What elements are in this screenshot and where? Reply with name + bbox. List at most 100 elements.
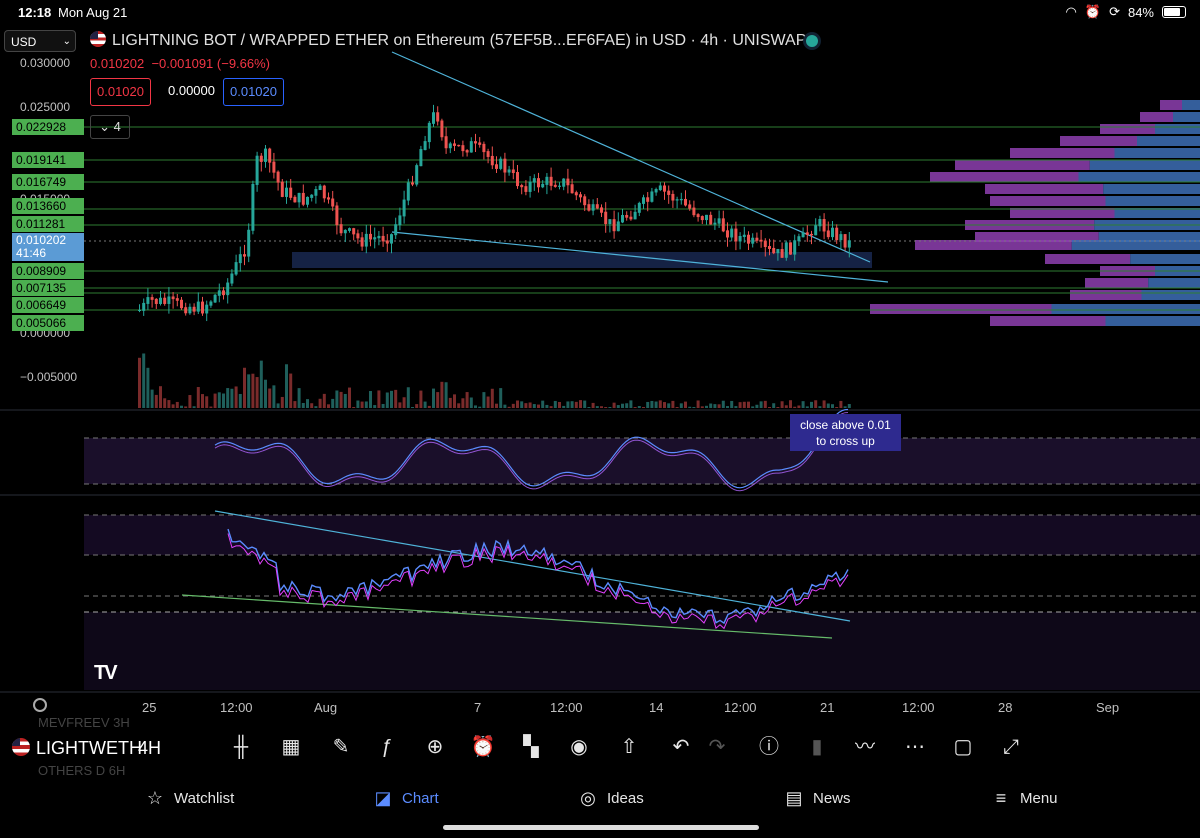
volume-bar: [457, 403, 461, 408]
menu-icon: ≡: [995, 788, 1007, 808]
volume-bar: [272, 385, 276, 408]
volume-bar: [159, 386, 162, 408]
candle-body: [763, 240, 767, 248]
time-tick: Sep: [1096, 700, 1120, 715]
candle-body: [453, 143, 456, 146]
buy-price-button[interactable]: 0.01020: [223, 78, 284, 106]
symbol-title[interactable]: LIGHTNING BOT / WRAPPED ETHER on Ethereu…: [90, 31, 806, 50]
osc-band-bottom: [84, 612, 1200, 690]
volume-bar: [247, 374, 251, 408]
nav-ideas[interactable]: ◎ Ideas: [577, 788, 644, 808]
volume-bar: [373, 405, 377, 408]
bars-icon[interactable]: ▮: [811, 736, 823, 758]
plus-icon[interactable]: ⊕: [426, 736, 444, 758]
volume-bar: [742, 401, 746, 408]
candle-body: [532, 178, 536, 183]
volume-bar: [549, 406, 553, 408]
level-label: 0.016749: [12, 174, 84, 190]
volume-bar: [772, 403, 776, 408]
layout-icon[interactable]: ▚: [523, 736, 539, 758]
redo-icon[interactable]: ↷: [708, 736, 726, 758]
candle-body: [247, 229, 251, 257]
volume-bar: [280, 396, 284, 408]
candle-body: [713, 222, 717, 225]
compare-icon[interactable]: 〰: [855, 736, 875, 758]
vp-row: [1098, 232, 1200, 242]
time-tick: 12:00: [724, 700, 757, 715]
trendline-upper[interactable]: [391, 51, 871, 263]
candle-body: [444, 136, 448, 149]
nav-label: Ideas: [607, 789, 644, 807]
osc-trendline-upper[interactable]: [214, 510, 851, 622]
status-right: ◠ ⏰ ⟳ 84%: [1066, 4, 1186, 20]
candle-body: [847, 240, 851, 248]
interval-button[interactable]: 4H: [138, 738, 162, 758]
candle-body: [318, 185, 322, 191]
volume-bar: [217, 392, 221, 408]
clock: 12:18: [18, 5, 52, 20]
candle-body: [587, 204, 591, 211]
candle-body: [411, 182, 414, 185]
volume-bar: [747, 401, 750, 408]
volume-bar: [448, 397, 452, 408]
candle-body: [175, 298, 179, 301]
candle-body: [192, 306, 196, 312]
vp-row: [1173, 112, 1200, 122]
time-tick: 12:00: [220, 700, 253, 715]
candle-body: [385, 240, 389, 244]
symbol-button[interactable]: LIGHTWETH: [12, 738, 142, 759]
chart-note[interactable]: close above 0.01 to cross up: [790, 414, 901, 451]
draw-icon[interactable]: ✎: [332, 736, 350, 758]
nav-news[interactable]: ▤ News: [783, 788, 850, 808]
candle-body: [621, 215, 624, 223]
vp-row: [870, 304, 1052, 314]
candle-body: [751, 237, 755, 244]
level-label: 0.006649: [12, 297, 84, 313]
share-icon[interactable]: ⇧: [620, 736, 638, 758]
ideas-icon[interactable]: ◉: [570, 736, 588, 758]
volume-bar: [524, 403, 528, 408]
square-icon[interactable]: ▢: [953, 736, 973, 758]
trendline-lower[interactable]: [391, 231, 889, 283]
info-icon[interactable]: ⓘ: [759, 736, 779, 758]
candle-body: [469, 141, 473, 153]
volume-bar: [721, 400, 725, 408]
more-icon[interactable]: ⋯: [905, 736, 925, 758]
nav-menu[interactable]: ≡ Menu: [990, 788, 1058, 808]
candles-icon[interactable]: ╫: [233, 736, 249, 758]
candle-body: [490, 155, 494, 166]
level-label: 0.005066: [12, 315, 84, 331]
volume-bar: [268, 388, 272, 408]
nav-watchlist[interactable]: ☆ Watchlist: [144, 788, 234, 808]
volume-bar: [843, 406, 847, 408]
volume-bar: [264, 379, 267, 408]
undo-icon[interactable]: ↶: [672, 736, 690, 758]
fullscreen-icon[interactable]: ⤢: [1003, 736, 1019, 758]
vp-row: [1085, 278, 1149, 288]
fx-icon[interactable]: ƒ: [381, 736, 393, 758]
volume-bar: [726, 406, 729, 408]
volume-bar: [705, 405, 708, 408]
time-tick: 12:00: [550, 700, 583, 715]
candle-body: [196, 301, 200, 312]
nav-chart[interactable]: ◪ Chart: [372, 788, 438, 808]
market-status-icon[interactable]: [806, 35, 818, 47]
candle-body: [562, 178, 566, 187]
chevron-down-icon: ⌄: [99, 119, 111, 134]
candle-body: [654, 189, 658, 193]
alarm-icon[interactable]: ⏰: [470, 736, 496, 758]
volume-bar: [188, 395, 192, 408]
osc-trendline-lower[interactable]: [181, 594, 833, 639]
indicators-toggle[interactable]: ⌄ 4: [90, 115, 130, 139]
alert-calendar-icon[interactable]: ▦: [281, 736, 301, 758]
candle-body: [637, 202, 641, 213]
currency-select[interactable]: USD ⌄: [4, 30, 76, 52]
vp-row: [915, 240, 1072, 250]
volume-bar: [528, 402, 532, 408]
sell-price-button[interactable]: 0.01020: [90, 78, 151, 106]
candle-body: [717, 218, 721, 224]
candle-body: [566, 178, 570, 186]
chart-settings-icon[interactable]: [33, 698, 47, 712]
candle-body: [696, 214, 700, 218]
